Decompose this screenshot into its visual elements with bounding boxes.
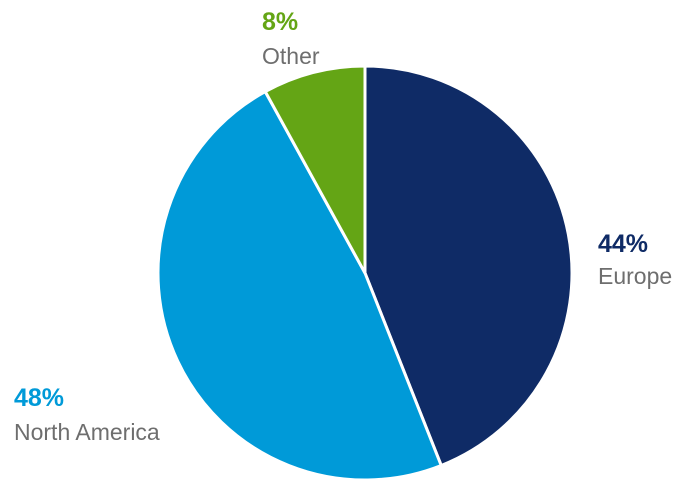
pie-slice-other <box>263 64 367 275</box>
label-europe-percent: 44% <box>598 230 648 258</box>
label-other-percent: 8% <box>262 8 298 36</box>
pie-slice-europe <box>363 64 574 467</box>
pie-slices <box>156 64 574 482</box>
label-north-america-percent: 48% <box>14 384 64 412</box>
label-north-america-name: North America <box>14 419 160 445</box>
label-other-name: Other <box>262 43 320 69</box>
label-europe-name: Europe <box>598 263 672 289</box>
pie-slice-north-america <box>156 90 443 482</box>
